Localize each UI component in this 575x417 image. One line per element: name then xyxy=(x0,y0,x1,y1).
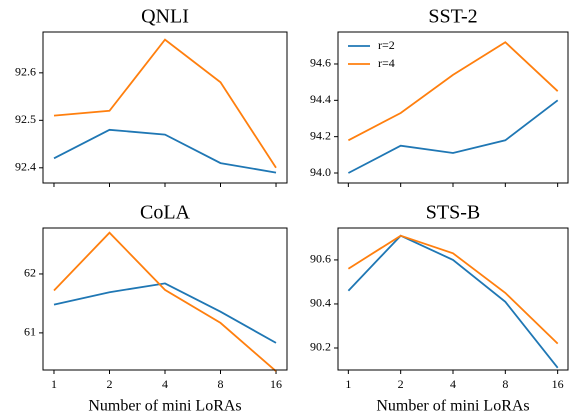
subplot-title: QNLI xyxy=(141,6,189,28)
subplot: CoLA 61 62 1 2 4 8 16 Number of mini LoRAs xyxy=(24,202,288,415)
x-tick-label: 1 xyxy=(51,377,57,391)
y-tick-label: 94.6 xyxy=(310,56,331,70)
y-tick-label: 61 xyxy=(24,325,36,339)
x-tick-label: 16 xyxy=(552,377,564,391)
x-tick-label: 4 xyxy=(450,377,456,391)
x-tick-label: 16 xyxy=(270,377,282,391)
plot-frame xyxy=(337,31,569,184)
line-series xyxy=(53,231,277,372)
y-tick-label: 94.0 xyxy=(310,165,331,179)
subplot: QNLI 92.4 92.5 92.6 xyxy=(15,6,288,187)
line-series xyxy=(347,234,559,345)
y-tick-label: 90.6 xyxy=(310,252,331,266)
subplot: STS-B 90.2 90.4 90.6 1 2 4 8 16 Number of mini Lo… xyxy=(310,202,569,415)
line-series xyxy=(347,234,559,369)
plot-frame xyxy=(42,227,288,371)
subplot-title: SST-2 xyxy=(428,6,477,28)
y-tick-label: 92.5 xyxy=(15,112,36,126)
x-axis-label: Number of mini LoRAs xyxy=(88,398,241,415)
x-tick-label: 2 xyxy=(398,377,404,391)
plot-frame xyxy=(337,227,569,371)
y-tick-label: 94.2 xyxy=(310,128,331,142)
subplot-title: STS-B xyxy=(426,202,480,224)
legend-label: r=2 xyxy=(378,38,395,52)
x-axis-label: Number of mini LoRAs xyxy=(376,398,529,415)
y-tick-label: 62 xyxy=(24,266,36,280)
x-tick-label: 8 xyxy=(218,377,224,391)
y-tick-label: 92.6 xyxy=(15,65,36,79)
legend-label: r=4 xyxy=(378,56,395,70)
line-series xyxy=(347,41,559,142)
y-tick-label: 90.4 xyxy=(310,296,331,310)
y-tick-label: 92.4 xyxy=(15,160,36,174)
x-tick-label: 1 xyxy=(345,377,351,391)
subplot-title: CoLA xyxy=(140,202,191,224)
line-series xyxy=(53,282,277,344)
subplot: SST-2 94.0 94.2 94.4 94.6 r=2 r=4 xyxy=(310,6,569,187)
plot-frame xyxy=(42,31,288,184)
y-tick-label: 90.2 xyxy=(310,340,331,354)
x-tick-label: 4 xyxy=(162,377,168,391)
line-series xyxy=(53,128,277,174)
y-tick-label: 94.4 xyxy=(310,92,331,106)
x-tick-label: 2 xyxy=(106,377,112,391)
line-series xyxy=(347,99,559,174)
line-series xyxy=(53,38,277,169)
x-tick-label: 8 xyxy=(502,377,508,391)
